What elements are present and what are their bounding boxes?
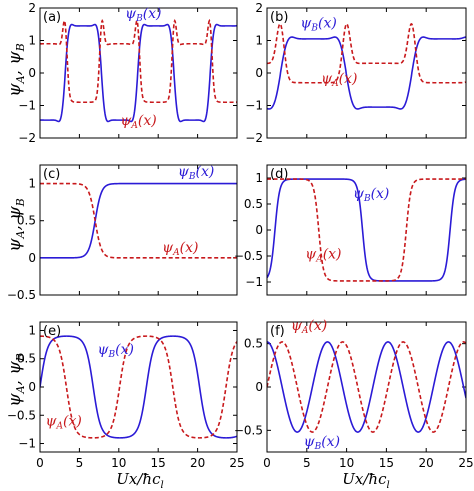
series-label-psi-a: ψA(x) <box>46 413 82 431</box>
panel-label: (e) <box>43 324 61 339</box>
x-tick-label: 0 <box>263 456 271 470</box>
y-tick-label: −1 <box>245 275 263 289</box>
series-line-psi-b <box>267 341 466 433</box>
x-tick-label: 15 <box>379 456 394 470</box>
panel-4: 0 5 10 15 20 25 −1 −0.5 0 0.5 1 (e) ψB(x) ψA(x) <box>7 321 245 470</box>
x-tick-label: 20 <box>190 456 205 470</box>
y-tick-label: 0 <box>255 223 263 237</box>
panel-1: −2 −1 0 1 2 (b) ψB(x) ψA(x) <box>245 1 467 145</box>
y-tick-label: −1 <box>18 437 36 451</box>
y-tick-label: 0 <box>28 66 36 80</box>
x-tick-label: 5 <box>303 456 311 470</box>
series-label-psi-a: ψA(x) <box>305 247 341 265</box>
series-line-psi-a <box>40 18 237 104</box>
axes-frame <box>39 164 238 296</box>
panel-label: (b) <box>270 10 288 25</box>
x-tick-label: 15 <box>151 456 166 470</box>
y-tick-label: 2 <box>28 1 36 15</box>
y-tick-label: 1 <box>28 323 36 337</box>
y-tick-label: 0.5 <box>244 197 263 211</box>
y-tick-label: −1 <box>245 99 263 113</box>
series-line-psi-a <box>267 22 466 84</box>
y-tick-label: 0.5 <box>17 214 36 228</box>
panel-3: −1 −0.5 0 0.5 1 (d) ψB(x) ψA(x) <box>234 164 467 296</box>
series-label-psi-a: ψA(x) <box>291 318 327 336</box>
series-line-psi-b <box>40 335 237 439</box>
y-tick-label: −0.5 <box>7 408 36 422</box>
y-tick-label: −0.5 <box>234 249 263 263</box>
x-tick-label: 25 <box>229 456 244 470</box>
series-label-psi-a: ψA(x) <box>120 113 156 131</box>
y-tick-label: −1 <box>18 99 36 113</box>
panel-0: −2 −1 0 1 2 (a) ψB(x) ψA(x) <box>18 1 238 145</box>
panel-label: (c) <box>43 167 60 182</box>
series-label-psi-b: ψB(x) <box>178 164 214 182</box>
y-tick-label: 0 <box>28 251 36 265</box>
x-tick-label: 10 <box>111 456 126 470</box>
series-label-psi-a: ψA(x) <box>162 240 198 258</box>
x-tick-label: 20 <box>419 456 434 470</box>
y-tick-label: −2 <box>245 131 263 145</box>
series-line-psi-b <box>267 36 466 110</box>
series-line-psi-a <box>40 182 237 259</box>
panel-2: −0.5 0 0.5 1 (c) ψB(x) ψA(x) <box>7 164 238 302</box>
y-tick-label: −0.5 <box>7 288 36 302</box>
y-tick-label: 0.5 <box>244 337 263 351</box>
axes-frame <box>266 7 467 139</box>
x-tick-label: 5 <box>76 456 84 470</box>
x-axis-label-right: Ux/ħcl <box>342 470 389 491</box>
y-tick-label: 1 <box>255 171 263 185</box>
axes-frame <box>266 321 467 453</box>
series-line-psi-a <box>40 335 237 439</box>
y-tick-label: 1 <box>28 34 36 48</box>
axes-frame <box>39 7 238 139</box>
y-tick-label: 1 <box>28 177 36 191</box>
x-axis-label-left: Ux/ħcl <box>116 470 163 491</box>
axes-frame <box>266 164 467 296</box>
series-line-psi-a <box>267 341 466 433</box>
y-tick-label: 2 <box>255 1 263 15</box>
y-tick-label: 0 <box>28 380 36 394</box>
x-tick-label: 0 <box>36 456 44 470</box>
series-label-psi-b: ψB(x) <box>125 6 161 24</box>
x-tick-label: 25 <box>458 456 473 470</box>
series-label-psi-b: ψB(x) <box>353 186 389 204</box>
series-line-psi-a <box>267 178 466 282</box>
panel-label: (f) <box>270 324 285 339</box>
panel-5: 0 5 10 15 20 25 −0.5 0 0.5 (f) ψA(x) ψB(x) <box>234 318 474 470</box>
axes-frame <box>39 321 238 453</box>
y-tick-label: 0.5 <box>17 352 36 366</box>
series-label-psi-b: ψB(x) <box>98 342 134 360</box>
x-tick-label: 10 <box>339 456 354 470</box>
y-axis-label-top: ψA, ψB <box>5 43 27 97</box>
y-tick-label: 1 <box>255 34 263 48</box>
y-tick-label: 0 <box>255 66 263 80</box>
series-label-psi-b: ψB(x) <box>304 434 340 452</box>
y-tick-label: 0 <box>255 380 263 394</box>
y-tick-label: −0.5 <box>234 423 263 437</box>
series-label-psi-a: ψA(x) <box>321 71 357 89</box>
y-tick-label: −2 <box>18 131 36 145</box>
series-line-psi-b <box>40 182 237 259</box>
series-line-psi-b <box>40 23 237 123</box>
panel-label: (d) <box>270 167 288 182</box>
series-label-psi-b: ψB(x) <box>300 16 336 34</box>
panel-label: (a) <box>43 10 61 25</box>
